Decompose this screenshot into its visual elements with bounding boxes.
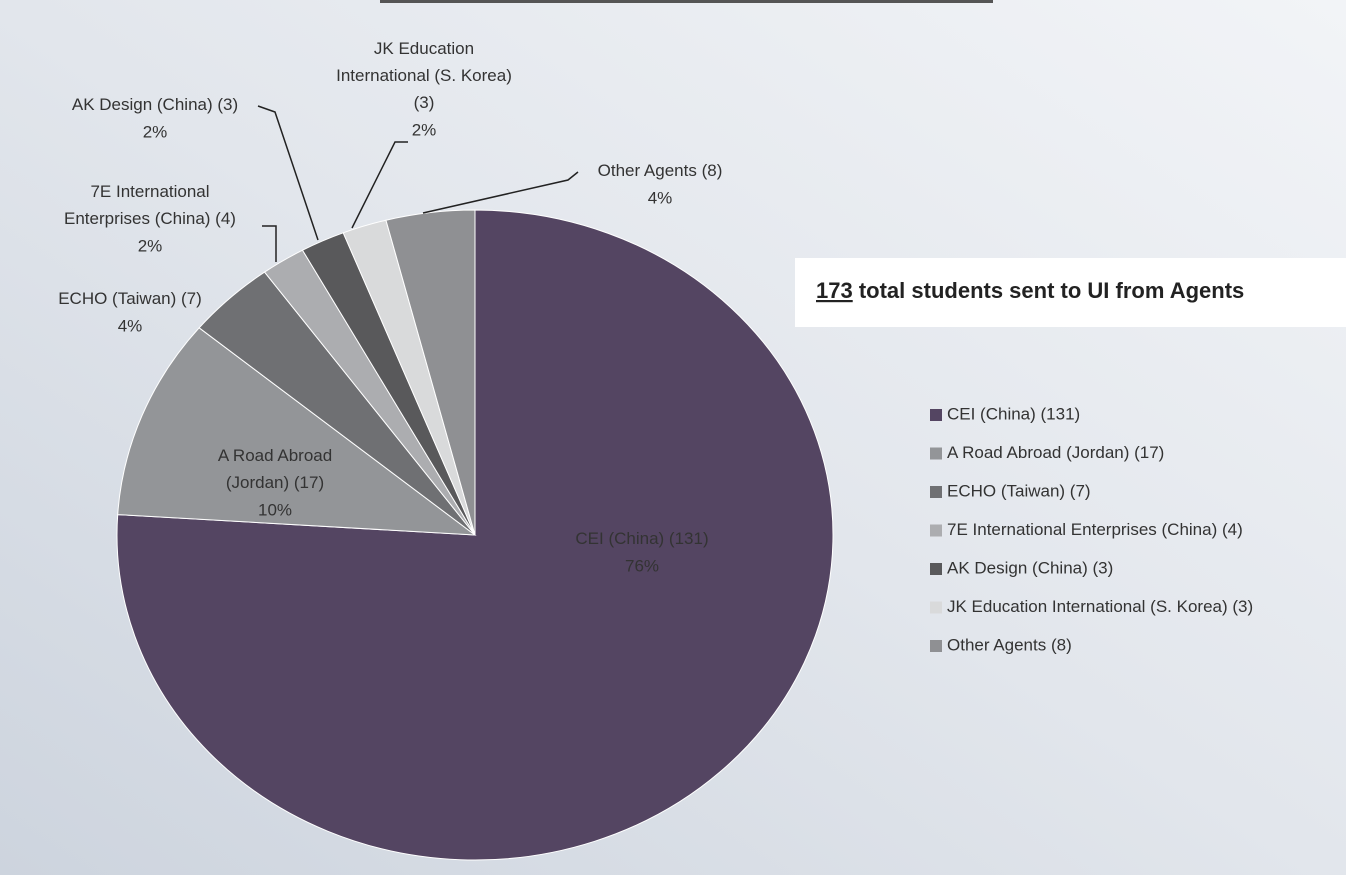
leader-line: [422, 171, 579, 214]
leader-line: [351, 141, 408, 229]
legend-label: A Road Abroad (Jordan) (17): [947, 443, 1164, 462]
annotation: 173 total students sent to UI from Agent…: [816, 278, 1244, 303]
label-line: ECHO (Taiwan) (7): [58, 289, 202, 308]
data-label-value: 4%: [648, 188, 673, 207]
data-label-value: 76%: [625, 556, 659, 575]
label-line: CEI (China) (131): [575, 529, 708, 548]
legend-swatch: [930, 447, 942, 460]
pie-slice: [385, 209, 476, 536]
data-label-value: 2%: [143, 122, 168, 141]
label-line: JK Education: [374, 39, 474, 58]
data-label-name: JK Education International (S. Korea) (3): [336, 39, 512, 112]
data-label-value: 2%: [138, 236, 163, 255]
label-line: (Jordan) (17): [226, 473, 324, 492]
annotation-total: 173: [816, 278, 853, 303]
leader-line: [262, 225, 277, 262]
data-label-value: 4%: [118, 316, 143, 335]
legend-swatch: [930, 409, 942, 421]
data-label-name: AK Design (China) (3): [72, 95, 238, 114]
label-line: 7E International: [90, 182, 209, 201]
leader-line: [257, 105, 319, 241]
pie-slice: [117, 327, 477, 536]
data-label-name: Other Agents (8): [598, 161, 723, 180]
pie: [116, 209, 834, 861]
label-line: (3): [414, 93, 435, 112]
data-label-value: 2%: [412, 120, 437, 139]
legend-label: AK Design (China) (3): [947, 558, 1113, 577]
legend-label: Other Agents (8): [947, 635, 1072, 654]
top-rule: [380, 0, 993, 3]
label-line: A Road Abroad: [218, 446, 332, 465]
legend-swatch: [930, 563, 942, 575]
annotation-text: total students sent to UI from Agents: [859, 278, 1244, 303]
data-label-name: ECHO (Taiwan) (7): [58, 289, 202, 308]
label-line: Enterprises (China) (4): [64, 209, 236, 228]
legend-swatch: [930, 640, 942, 652]
data-label-value: 10%: [258, 500, 292, 519]
data-label-name: A Road Abroad (Jordan) (17): [218, 446, 332, 492]
data-labels: CEI (China) (131) 76% A Road Abroad (Jordan…: [58, 39, 722, 575]
label-line: AK Design (China) (3): [72, 95, 238, 114]
annotation-box: [795, 258, 1346, 327]
legend-swatch: [930, 601, 942, 614]
data-label-name: CEI (China) (131): [575, 529, 708, 548]
legend-swatch: [930, 524, 942, 537]
legend: CEI (China) (131) A Road Abroad (Jordan) …: [930, 404, 1253, 654]
legend-label: ECHO (Taiwan) (7): [947, 481, 1091, 500]
legend-swatch: [930, 486, 942, 498]
data-label-name: 7E International Enterprises (China) (4): [64, 182, 236, 228]
legend-label: JK Education International (S. Korea) (3…: [947, 597, 1253, 616]
label-line: International (S. Korea): [336, 66, 512, 85]
label-line: Other Agents (8): [598, 161, 723, 180]
legend-label: CEI (China) (131): [947, 404, 1080, 423]
legend-label: 7E International Enterprises (China) (4): [947, 520, 1243, 539]
